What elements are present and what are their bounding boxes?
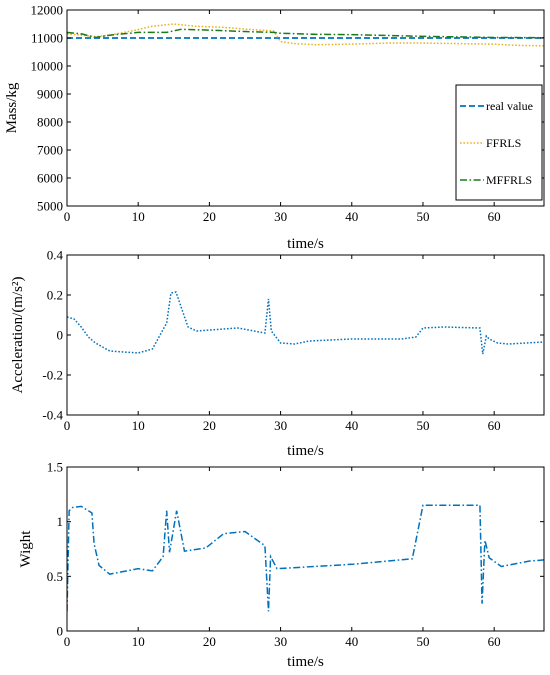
plot-frame: [66, 9, 545, 207]
legend-label: FFRLS: [486, 136, 521, 150]
x-tick-label: 20: [203, 634, 216, 649]
chart-panel-1: 0 10 20 30 40 50 60 5000 6000 7000 8000 9000 10000 11…: [4, 3, 545, 252]
legend-label: real value: [486, 99, 533, 113]
x-tick-label: 30: [274, 634, 287, 649]
x-tick-label: 50: [416, 418, 429, 433]
y-tick-label: 8000: [37, 115, 63, 130]
x-axis-label: time/s: [287, 443, 324, 459]
x-tick-label: 10: [132, 209, 145, 224]
y-axis-label: Acceleration/(m/s²): [10, 277, 26, 394]
x-axis-label: time/s: [287, 236, 324, 252]
x-tick-label: 40: [345, 418, 358, 433]
x-tick-label: 10: [132, 418, 145, 433]
chart-panel-2: 0 10 20 30 40 50 60 -0.4 -0.2 0 0.2 0.4 time/s Accele…: [10, 248, 545, 459]
y-tick-label: 0.2: [47, 288, 63, 303]
series-line-1: [67, 504, 544, 612]
y-tick-label: 1: [57, 514, 64, 529]
x-tick-label: 0: [64, 634, 71, 649]
y-axis-label: Mass/kg: [4, 82, 20, 133]
y-tick-label: 9000: [37, 87, 63, 102]
x-tick-label: 0: [64, 209, 71, 224]
plot-frame: [66, 254, 545, 416]
x-tick-label: 10: [132, 634, 145, 649]
y-tick-label: 0.5: [47, 569, 63, 584]
x-axis-label: time/s: [287, 654, 324, 670]
x-tick-label: 20: [203, 209, 216, 224]
y-tick-label: 5000: [37, 199, 63, 214]
chart-panel-3: 0 10 20 30 40 50 60 0 0.5 1 1.5 time/s Wight: [18, 460, 545, 670]
series-line-1: [67, 291, 544, 355]
x-tick-label: 60: [488, 634, 501, 649]
y-tick-label: 11000: [31, 31, 63, 46]
plot-frame: [66, 466, 545, 632]
y-tick-label: -0.2: [42, 368, 63, 383]
y-tick-label: -0.4: [42, 408, 63, 423]
y-tick-label: 0: [57, 624, 64, 639]
x-tick-label: 40: [345, 634, 358, 649]
y-tick-label: 10000: [31, 59, 64, 74]
x-tick-label: 0: [64, 418, 71, 433]
x-tick-label: 60: [488, 209, 501, 224]
y-tick-label: 0.4: [47, 248, 64, 263]
x-tick-label: 50: [416, 634, 429, 649]
y-tick-label: 0: [57, 328, 64, 343]
legend: real value FFRLS MFFRLS: [455, 84, 543, 201]
y-tick-label: 12000: [31, 3, 64, 18]
legend-label: MFFRLS: [486, 173, 532, 187]
x-tick-label: 60: [488, 418, 501, 433]
x-tick-label: 30: [274, 418, 287, 433]
y-tick-label: 6000: [37, 171, 63, 186]
y-tick-label: 7000: [37, 143, 63, 158]
x-tick-label: 30: [274, 209, 287, 224]
x-tick-label: 50: [416, 209, 429, 224]
series-line-ffrls: [67, 23, 544, 47]
y-axis-label: Wight: [18, 530, 34, 568]
x-tick-label: 20: [203, 418, 216, 433]
y-tick-label: 1.5: [47, 460, 63, 475]
series-line-mffrls: [67, 28, 544, 39]
x-tick-label: 40: [345, 209, 358, 224]
